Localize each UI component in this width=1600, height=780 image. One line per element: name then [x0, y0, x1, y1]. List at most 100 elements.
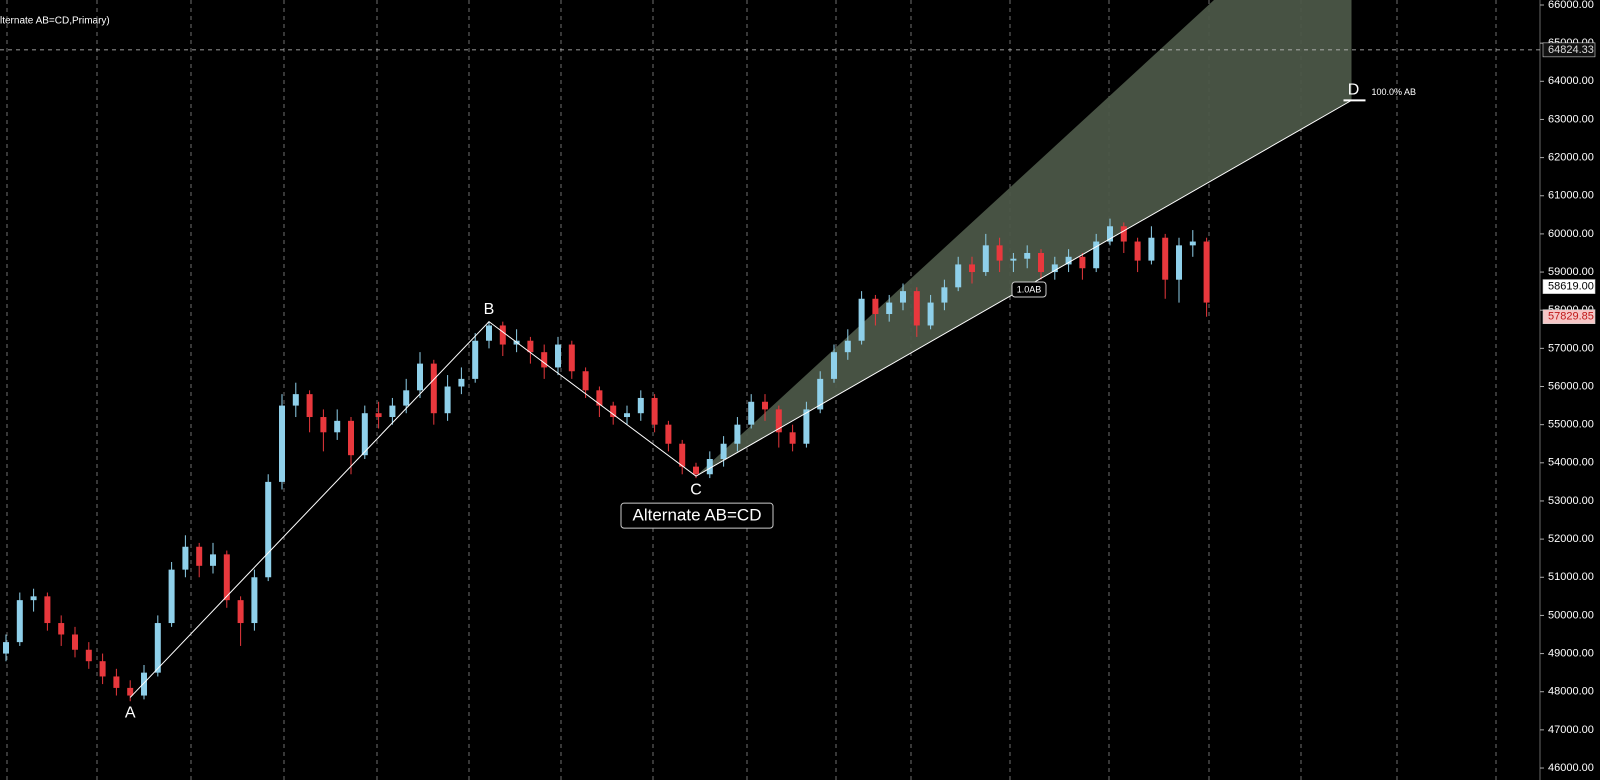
y-tick-label: 60000.00	[1548, 228, 1594, 240]
candle-body	[334, 420, 341, 433]
candle-body	[1079, 256, 1086, 269]
candle-body	[541, 352, 548, 368]
y-tick-label: 53000.00	[1548, 495, 1594, 507]
pattern-point-label: C	[690, 481, 702, 498]
d-label: 100.0% AB	[1372, 87, 1417, 97]
candle-body	[955, 264, 962, 288]
candle-body	[113, 676, 120, 688]
pattern-name: Alternate AB=CD	[633, 506, 762, 525]
y-tick-label: 47000.00	[1548, 724, 1594, 736]
candle-body	[265, 481, 272, 578]
candle-body	[1176, 245, 1182, 280]
candle-body	[44, 596, 51, 624]
candle-body	[831, 352, 837, 379]
candle-body	[292, 394, 299, 406]
candle-body	[1038, 252, 1044, 273]
candle-body	[141, 672, 147, 696]
candle-body	[72, 634, 78, 650]
pattern-point-label: B	[484, 301, 495, 318]
pattern-name-box	[620, 502, 774, 529]
candle-body	[1148, 237, 1155, 261]
candle-body	[527, 340, 534, 353]
y-tick-label: 48000.00	[1548, 686, 1594, 698]
candle-body	[417, 363, 423, 391]
candle-body	[210, 554, 216, 566]
price-label: 58619.00	[1548, 280, 1594, 292]
candle-body	[389, 405, 396, 418]
candle-body	[1051, 264, 1058, 273]
y-tick-label: 57000.00	[1548, 342, 1594, 354]
candle-body	[900, 291, 906, 303]
candle-body	[1120, 226, 1127, 242]
candle-body	[168, 569, 175, 624]
candle-body	[1162, 237, 1169, 280]
candle-body	[1107, 226, 1113, 242]
candle-body	[817, 378, 824, 410]
candle-body	[458, 378, 465, 387]
candle-body	[803, 409, 810, 444]
y-tick-label: 63000.00	[1548, 113, 1594, 125]
candle-body	[486, 325, 492, 341]
candle-body	[3, 642, 9, 654]
candle-body	[1024, 252, 1031, 259]
candle-body	[582, 371, 589, 391]
candle-body	[85, 649, 92, 662]
candle-body	[127, 687, 134, 696]
price-label-box	[1542, 42, 1596, 58]
candle-body	[734, 424, 741, 444]
candle-body	[154, 623, 161, 673]
y-tick-label: 55000.00	[1548, 419, 1594, 431]
candle-body	[403, 390, 410, 406]
candle-body	[789, 432, 796, 444]
candle-body	[58, 623, 65, 635]
projection-cone	[696, 0, 1352, 477]
y-tick-label: 62000.00	[1548, 152, 1594, 164]
candle-body	[982, 245, 989, 273]
price-label: 64824.33	[1548, 44, 1594, 56]
candle-body	[430, 363, 437, 414]
candle-body	[223, 554, 230, 601]
price-label: 57829.85	[1548, 311, 1594, 323]
candle-body	[1065, 256, 1072, 265]
candle-body	[1093, 241, 1100, 269]
pattern-point-label: D	[1348, 82, 1360, 99]
candle-body	[706, 458, 713, 475]
candle-body	[1010, 258, 1017, 261]
chart-title: lternate AB=CD,Primary)	[0, 16, 110, 27]
candle-body	[720, 443, 727, 459]
candle-body	[1189, 241, 1196, 246]
y-tick-label: 46000.00	[1548, 762, 1594, 774]
candle-body	[941, 287, 948, 303]
candle-body	[637, 397, 644, 414]
y-tick-label: 54000.00	[1548, 457, 1594, 469]
candle-body	[762, 401, 768, 410]
candle-body	[320, 417, 327, 433]
candle-body	[555, 344, 561, 368]
candle-body	[16, 600, 23, 643]
candle-body	[748, 401, 755, 425]
y-tick-label: 50000.00	[1548, 609, 1594, 621]
price-label-box	[1542, 309, 1596, 324]
y-tick-label: 51000.00	[1548, 571, 1594, 583]
candle-body	[693, 466, 699, 475]
candle-body	[624, 413, 630, 418]
candle-body	[844, 340, 851, 353]
candle-body	[348, 420, 354, 456]
cd-label: 1.0AB	[1017, 284, 1042, 294]
candle-body	[927, 302, 934, 326]
y-tick-label: 61000.00	[1548, 190, 1594, 202]
candle-body	[99, 661, 106, 677]
y-tick-label: 64000.00	[1548, 75, 1594, 87]
candle-body	[306, 394, 313, 418]
y-tick-label: 49000.00	[1548, 647, 1594, 659]
candle-body	[182, 546, 189, 570]
candle-body	[913, 291, 920, 326]
y-tick-label: 52000.00	[1548, 533, 1594, 545]
candle-body	[969, 264, 975, 273]
cd-label-box	[1011, 281, 1047, 298]
candle-body	[196, 546, 203, 566]
candle-body	[858, 298, 865, 341]
candle-body	[30, 596, 37, 601]
